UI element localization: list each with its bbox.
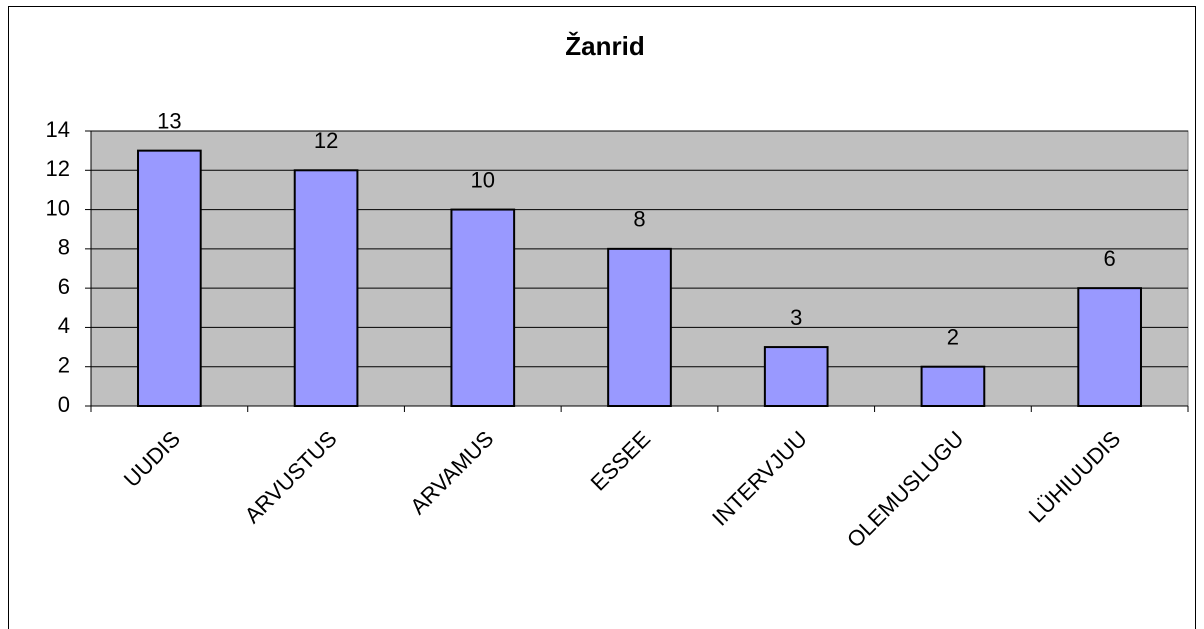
- data-label: 2: [947, 325, 959, 350]
- bar: [293, 169, 359, 407]
- y-tick-label: 2: [58, 353, 70, 378]
- bar: [607, 247, 672, 407]
- y-tick-label: 6: [58, 274, 70, 299]
- data-label: 12: [314, 128, 338, 153]
- y-tick-label: 8: [58, 235, 70, 260]
- data-label: 8: [633, 207, 645, 232]
- bar: [763, 346, 829, 408]
- y-tick-label: 14: [46, 117, 70, 142]
- y-tick-label: 0: [58, 392, 70, 417]
- data-label: 13: [157, 108, 181, 133]
- data-label: 6: [1104, 246, 1116, 271]
- chart-title: Žanrid: [565, 31, 644, 61]
- data-label: 3: [790, 305, 802, 330]
- bar: [450, 208, 516, 407]
- data-label: 10: [471, 167, 495, 192]
- y-tick-label: 4: [58, 313, 70, 338]
- bar: [1077, 287, 1142, 407]
- y-tick-label: 12: [46, 156, 70, 181]
- bar: [920, 365, 986, 408]
- y-tick-label: 10: [46, 195, 70, 220]
- bar: [137, 149, 202, 407]
